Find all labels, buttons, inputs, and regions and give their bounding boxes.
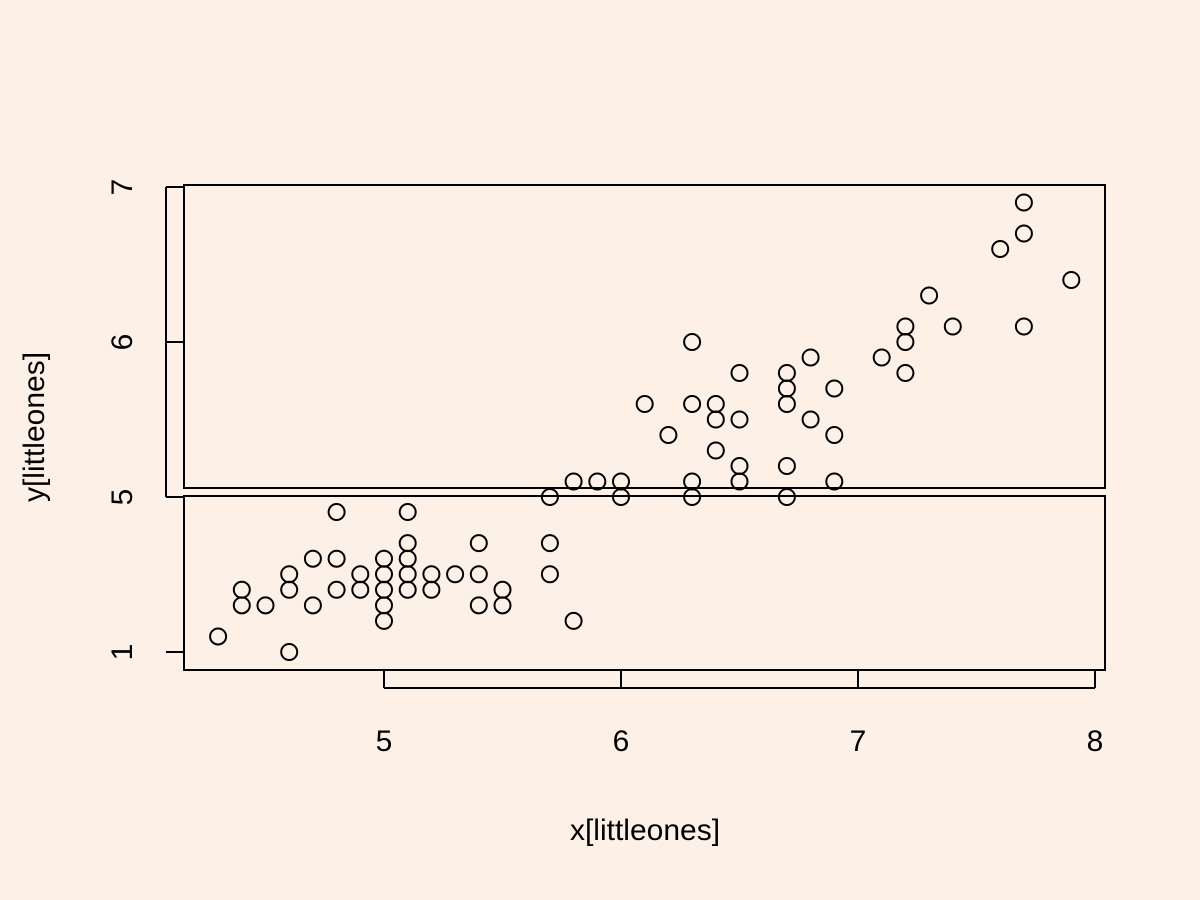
data-point [896,333,915,351]
data-point [706,395,725,413]
data-point [564,611,583,630]
data-point [564,472,583,491]
data-point [706,410,725,429]
data-point [375,611,393,630]
data-point [635,395,654,413]
data-point [469,565,488,584]
data-point [398,580,417,599]
data-point [777,379,796,398]
data-point [280,643,299,661]
data-points [209,193,1081,661]
data-point [896,317,915,336]
data-point [303,549,322,568]
data-point [730,472,749,491]
data-point [398,565,417,584]
data-point [777,488,796,506]
x-axis-title: x[littleones] [570,814,720,847]
data-point [493,596,512,615]
data-point [351,565,370,584]
data-point [612,488,630,506]
data-point [991,240,1010,258]
data-point [209,627,228,646]
data-point [659,426,678,444]
y-tick-label: 1 [106,644,139,661]
data-point [327,549,346,568]
x-tick-label: 8 [1087,725,1104,758]
data-point [825,472,844,491]
data-point [375,549,393,568]
data-point [683,395,702,413]
data-point [351,580,370,599]
data-point [730,410,749,429]
data-point [801,410,820,429]
data-point [398,503,417,522]
y-tick-label: 7 [106,179,139,196]
data-point [232,596,251,615]
data-point [872,348,891,367]
data-point [375,596,393,615]
axes: 5 6 7 8 5 6 7 1 [106,179,1103,758]
data-point [422,580,441,599]
data-point [398,549,417,568]
data-point [777,395,796,413]
upper-panel-frame [183,184,1106,489]
data-point [398,534,417,553]
data-point [825,426,844,444]
data-point [777,364,796,382]
x-tick-label: 5 [376,725,393,758]
data-point [446,565,465,584]
data-point [801,348,820,367]
y-tick-label: 6 [106,334,139,351]
data-point [683,333,702,351]
data-point [540,534,559,553]
data-point [1014,224,1033,243]
data-point [1014,317,1033,336]
x-tick-label: 7 [850,725,867,758]
data-point [232,580,251,599]
data-point [777,457,796,475]
data-point [540,565,559,584]
data-point [375,580,393,599]
data-point [540,488,559,506]
data-point [1062,271,1081,289]
lower-panel-frame [183,495,1106,671]
data-point [896,364,915,382]
data-point [730,457,749,475]
data-point [327,580,346,599]
data-point [469,534,488,553]
data-point [943,317,962,336]
plot-frames [183,184,1106,671]
data-point [683,488,702,506]
data-point [422,565,441,584]
data-point [303,596,322,615]
y-tick-label: 5 [106,489,139,506]
data-point [730,364,749,382]
data-point [327,503,346,522]
y-axis-title: y[littleones] [18,352,51,502]
data-point [280,565,299,584]
data-point [1014,193,1033,212]
data-point [493,580,512,599]
data-point [256,596,275,615]
x-tick-label: 6 [613,725,630,758]
data-point [825,379,844,398]
data-point [280,580,299,599]
data-point [469,596,488,615]
data-point [706,441,725,460]
data-point [920,286,939,305]
data-point [375,565,393,584]
data-point [588,472,607,491]
